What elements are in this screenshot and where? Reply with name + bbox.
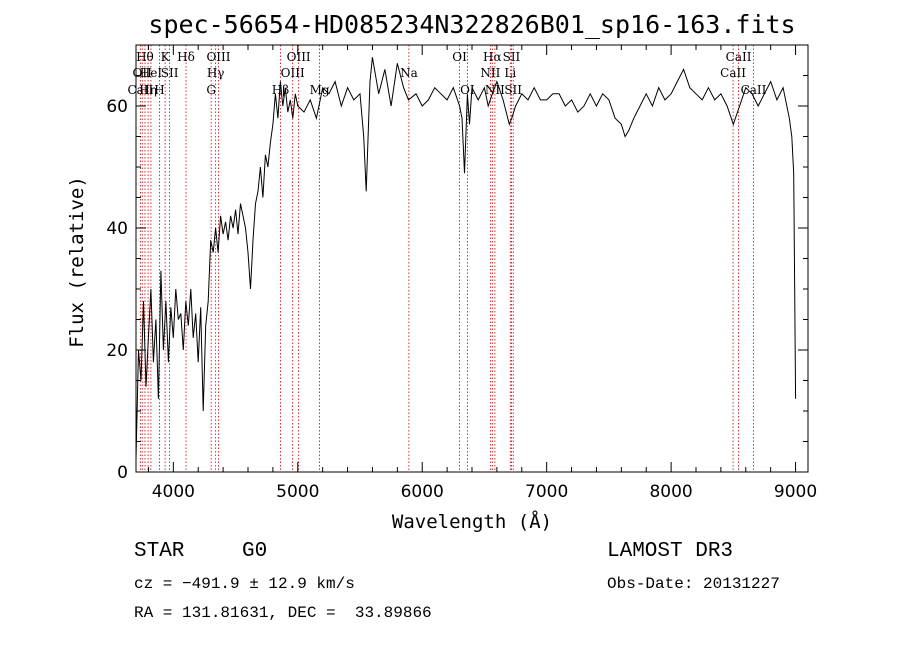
spectral-line-labels: CaIIOIIHθHηHeIHKSIIHδGHγOIIIHβOIIIOIIIMg… [127, 50, 766, 97]
x-tick-label: 7000 [525, 482, 568, 502]
spectral-line-label: Hγ [207, 66, 225, 80]
spectral-line-label: SII [161, 66, 179, 80]
spectral-line-label: OIII [281, 66, 305, 80]
x-tick-label: 9000 [774, 482, 817, 502]
spectral-line-label: CaII [741, 83, 767, 97]
chart-title: spec-56654-HD085234N322826B01_sp16-163.f… [148, 10, 795, 39]
x-tick-label: 5000 [276, 482, 319, 502]
object-subclass: G0 [242, 540, 268, 563]
spectral-line-label: G [206, 83, 216, 97]
spectral-line-label: CaII [720, 66, 746, 80]
spectral-line-label: HeI [140, 66, 163, 80]
y-tick-label: 60 [106, 97, 128, 117]
spectral-line-label: NII [480, 66, 500, 80]
survey-name: LAMOST DR3 [607, 540, 734, 563]
y-tick-label: 40 [106, 219, 128, 239]
spectral-line-label: Hθ [136, 50, 154, 64]
x-axis-label: Wavelength (Å) [392, 510, 552, 533]
spectral-line-label: SII [503, 50, 521, 64]
spectral-line-label: CaII [726, 50, 752, 64]
plot-axes: 4000 5000 6000 7000 8000 9000 0 20 40 60 [106, 44, 817, 502]
spectral-line-label: CaII [127, 83, 153, 97]
spectral-line-label: OIII [287, 50, 311, 64]
spectral-line-label: OIII [206, 50, 230, 64]
plot-frame [135, 44, 809, 473]
spectral-line-label: Hη [139, 83, 157, 97]
spectral-line-label: Na [400, 66, 418, 80]
spectrum-series [135, 57, 797, 460]
spectral-line-label: Hα [483, 50, 502, 64]
spectral-line-label: Li [504, 66, 516, 80]
spectral-line-label: K [161, 50, 171, 64]
x-tick-label: 6000 [401, 482, 444, 502]
spectral-line-label: OI [452, 50, 467, 64]
spectral-line-markers [139, 45, 754, 472]
y-axis-label: Flux (relative) [66, 176, 88, 348]
object-class: STAR [134, 540, 185, 563]
x-tick-label: 8000 [649, 482, 692, 502]
coordinates: RA = 131.81631, DEC = 33.89866 [134, 604, 432, 622]
spectrum-line [135, 57, 797, 460]
spectral-line-label: Hδ [177, 50, 195, 64]
y-tick-label: 20 [106, 341, 128, 361]
spectral-line-label: NII [485, 83, 505, 97]
spectral-line-label: SII [504, 83, 522, 97]
redshift-velocity: cz = −491.9 ± 12.9 km/s [134, 575, 355, 593]
spectral-line-label: OII [133, 66, 153, 80]
y-tick-label: 0 [117, 463, 128, 483]
spectral-line-label: Mg [310, 83, 330, 97]
x-tick-label: 4000 [152, 482, 195, 502]
spectral-line-label: H [154, 83, 164, 97]
observation-date: Obs-Date: 20131227 [607, 575, 780, 593]
